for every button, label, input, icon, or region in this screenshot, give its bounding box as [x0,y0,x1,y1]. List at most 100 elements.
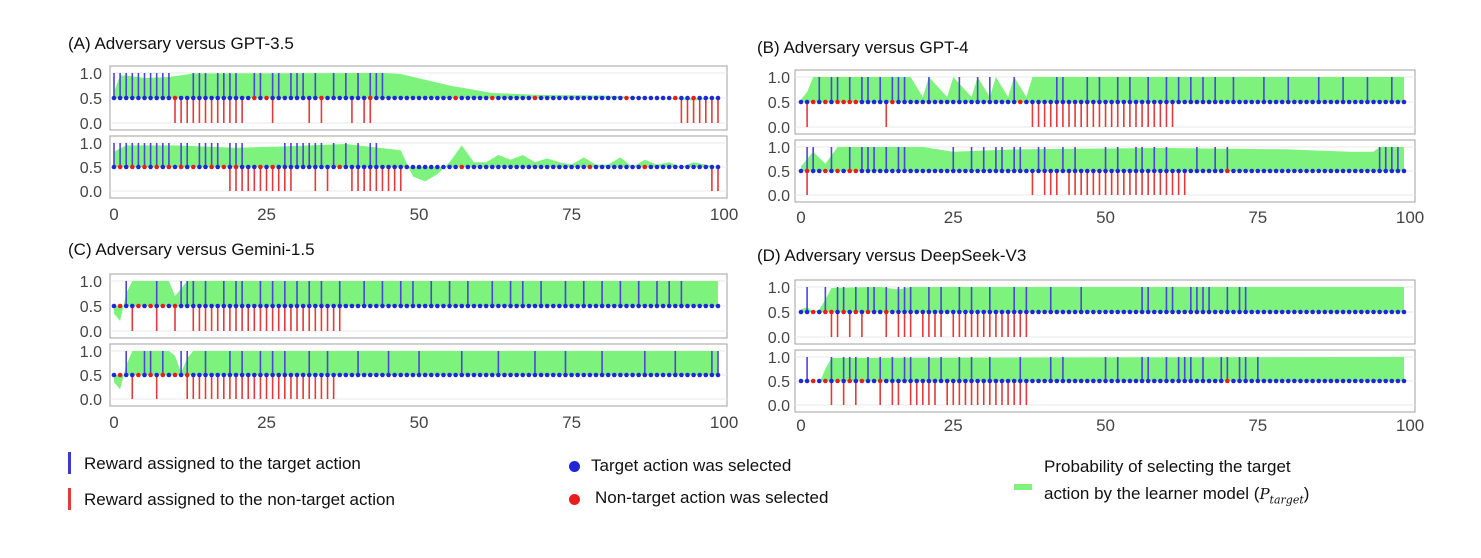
panel-C-0-action-dot-15 [203,303,208,309]
panel-C-0-action-dot-76 [575,303,580,309]
panel-A-1-action-dot-82 [611,164,617,170]
panel-D-0-action-dot-37 [1024,309,1029,315]
panel-D-1-action-dot-74 [1249,378,1255,384]
panel-D-1-action-dot-60 [1164,378,1169,384]
panel-A-0-action-dot-26 [270,95,275,101]
panel-B-0-action-dot-18 [908,99,913,105]
panel-A-0-action-dot-63 [496,95,501,101]
panel-A-1-action-dot-90 [660,164,666,170]
panel-A-0-action-dot-41 [361,95,367,101]
panel-B-0-action-dot-27 [963,99,968,105]
panel-D-1-action-dot-27 [963,378,968,384]
panel-D-0-action-dot-19 [914,309,920,315]
panel-B-1-action-dot-42 [1054,168,1060,174]
panel-B-1-action-dot-54 [1127,168,1133,174]
panel-A-1-action-dot-41 [361,164,367,170]
panel-B-1-action-dot-2 [810,168,816,174]
panel-C-0-action-dot-3 [130,303,135,309]
panel-A-1-action-dot-32 [306,164,312,170]
panel-A-1-action-dot-65 [508,164,513,170]
panel-B-0-action-dot-96 [1383,99,1389,105]
panel-A-1-action-dot-74 [563,164,568,170]
panel-B-0-action-dot-47 [1084,99,1090,105]
panel-C-0-action-dot-51 [422,303,428,309]
panel-B-0-action-dot-1 [804,99,810,105]
panel-C-1-action-dot-65 [508,372,513,378]
panel-D-0-action-dot-99 [1401,309,1407,315]
panel-D-0-ytick-2: 1.0 [768,280,790,297]
panel-D-0-action-dot-48 [1091,309,1096,315]
panel-B-0-action-dot-39 [1036,99,1041,105]
panel-B-1-action-dot-28 [969,168,974,174]
panel-D-1-action-dot-65 [1194,378,1200,384]
panel-A-1-action-dot-31 [300,164,306,170]
panel-A-1-action-dot-4 [136,164,141,170]
panel-D-0-action-dot-33 [999,309,1005,315]
panel-D-1-probability-area [801,357,1404,384]
panel-B-1-action-dot-92 [1359,168,1364,174]
panel-C-0-action-dot-7 [154,303,160,309]
panel-C-0-action-dot-56 [453,303,458,309]
panel-A-0-action-dot-33 [313,95,318,101]
panel-B-1-action-dot-63 [1182,168,1188,174]
panel-D-0-action-dot-49 [1097,309,1102,315]
panel-D-0-action-dot-7 [841,309,846,315]
panel-D-1-action-dot-85 [1316,378,1322,384]
panel-D-0-action-dot-90 [1346,309,1352,315]
panel-B-0-action-dot-33 [999,99,1005,105]
panel-D-1-action-dot-10 [859,378,865,384]
panel-B-1-action-dot-39 [1036,168,1041,174]
panel-D-0-action-dot-3 [816,309,822,315]
panel-B-1-action-dot-23 [938,168,944,174]
panel-C-0-action-dot-30 [294,303,300,309]
panel-B-xtick-0: 0 [796,208,805,227]
panel-B-1-action-dot-78 [1273,168,1279,174]
panel-B-1-action-dot-48 [1091,168,1096,174]
panel-D-0-action-dot-18 [908,309,913,315]
panel-A-1-action-dot-72 [550,164,556,170]
panel-B-0-action-dot-89 [1340,99,1346,105]
panel-A-1-action-dot-22 [245,164,251,170]
panel-B-1-action-dot-25 [950,168,956,174]
panel-C-1-action-dot-68 [526,372,532,378]
panel-B-0-action-dot-63 [1182,99,1188,105]
panel-C-1-action-dot-82 [611,372,617,378]
panel-C-1-action-dot-91 [666,372,672,378]
panel-C-0-action-dot-22 [245,303,251,309]
panel-B-0-action-dot-76 [1261,99,1267,105]
panel-D-0-action-dot-16 [896,309,901,315]
panel-A-0-action-dot-86 [636,95,641,101]
panel-C-1-action-dot-45 [386,372,391,378]
panel-A-0-action-dot-72 [550,95,556,101]
panel-A-0-action-dot-52 [428,95,434,101]
panel-D-0-action-dot-25 [950,309,956,315]
panel-A-1-action-dot-88 [648,164,654,170]
panel-B-0-action-dot-9 [853,99,859,105]
panel-D-0-action-dot-81 [1292,309,1297,315]
panel-A-0-action-dot-34 [319,95,324,101]
panel-D-1-action-dot-39 [1036,378,1041,384]
panel-A-1-action-dot-46 [392,164,397,170]
panel-B-1-action-dot-99 [1401,168,1407,174]
panel-C-1-action-dot-48 [404,372,410,378]
panel-A-0-action-dot-50 [416,95,422,101]
panel-B-0-action-dot-57 [1145,99,1151,105]
panel-C-0-action-dot-71 [544,303,550,309]
panel-C-1-action-dot-88 [648,372,654,378]
panel-B-0-action-dot-6 [835,99,840,105]
panel-C-1-action-dot-80 [599,372,605,378]
panel-C-1-action-dot-92 [672,372,678,378]
panel-A-1-action-dot-69 [532,164,538,170]
panel-C-xtick-3: 75 [562,413,581,432]
panel-D-1-action-dot-63 [1182,378,1188,384]
panel-A-0-action-dot-73 [557,95,562,101]
panel-C-1-action-dot-23 [252,372,257,378]
panel-C-0-action-dot-28 [282,303,288,309]
panel-B-1-action-dot-91 [1352,168,1358,174]
panel-B-1-action-dot-32 [993,168,999,174]
panel-C-0-action-dot-42 [367,303,373,309]
panel-C-0-action-dot-59 [471,303,477,309]
panel-B-0-action-dot-81 [1292,99,1297,105]
panel-C-1-action-dot-60 [477,372,483,378]
panel-B-1-action-dot-62 [1176,168,1181,174]
